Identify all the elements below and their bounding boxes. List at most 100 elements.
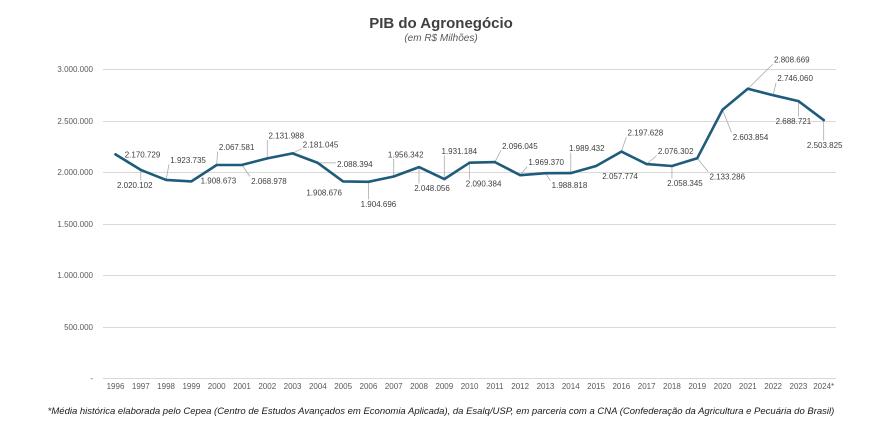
data-point bbox=[822, 118, 825, 122]
data-label: 2.067.581 bbox=[219, 143, 255, 152]
data-label: 1.989.432 bbox=[569, 144, 605, 153]
data-point bbox=[620, 150, 623, 153]
x-tick-label: 2019 bbox=[688, 382, 706, 391]
leader-lines bbox=[140, 63, 825, 200]
x-tick-label: 2023 bbox=[790, 382, 808, 391]
x-tick-label: 2022 bbox=[764, 382, 782, 391]
x-tick-label: 2020 bbox=[714, 382, 732, 391]
series-group bbox=[114, 87, 825, 184]
data-point bbox=[164, 178, 168, 182]
data-point bbox=[443, 177, 446, 181]
leader-line bbox=[241, 164, 251, 177]
data-point bbox=[468, 161, 471, 164]
x-tick-label: 1999 bbox=[182, 382, 200, 391]
leader-line bbox=[722, 109, 732, 133]
chart-subtitle: (em R$ Milhões) bbox=[404, 33, 477, 44]
x-tick-label: 2012 bbox=[511, 382, 529, 391]
data-label: 2.048.056 bbox=[414, 184, 450, 193]
data-label: 2.746.060 bbox=[777, 74, 813, 83]
data-point bbox=[594, 164, 598, 168]
data-point bbox=[746, 87, 750, 90]
x-tick-label: 2017 bbox=[638, 382, 656, 391]
x-tick-label: 2016 bbox=[612, 382, 630, 391]
x-tick-label: 2003 bbox=[284, 382, 302, 391]
data-point bbox=[645, 162, 648, 166]
x-tick-label: 2005 bbox=[334, 382, 352, 391]
data-label: 2.088.394 bbox=[337, 160, 373, 169]
leader-line bbox=[165, 164, 170, 180]
data-label: 1.956.342 bbox=[388, 150, 424, 159]
data-label: 2.197.628 bbox=[628, 129, 664, 138]
y-tick-label: 1.500.000 bbox=[57, 220, 93, 229]
x-tick-label: 1997 bbox=[132, 382, 150, 391]
data-label: 2.058.345 bbox=[667, 179, 703, 188]
data-label: 2.170.729 bbox=[125, 150, 161, 159]
x-tick-label: 2011 bbox=[486, 382, 504, 391]
data-label: 2.057.774 bbox=[602, 172, 638, 181]
y-axis: - 500.000 1.000.000 1.500.000 2.000.000 2.500… bbox=[57, 65, 93, 383]
x-tick-label: 2006 bbox=[360, 382, 378, 391]
data-point bbox=[797, 99, 800, 103]
data-label: 1.931.184 bbox=[442, 147, 478, 156]
data-point bbox=[569, 171, 572, 175]
data-label: 2.090.384 bbox=[466, 180, 502, 189]
data-point bbox=[417, 165, 421, 169]
data-point bbox=[721, 108, 724, 112]
x-tick-label: 2024* bbox=[813, 382, 834, 391]
data-label: 2.131.988 bbox=[268, 131, 304, 140]
data-label: 1.923.735 bbox=[170, 156, 206, 165]
chart-footnote: *Média histórica elaborada pelo Cepea (C… bbox=[48, 406, 835, 417]
leader-line bbox=[216, 151, 218, 166]
data-point bbox=[696, 157, 699, 160]
data-label: 1.908.676 bbox=[306, 188, 342, 197]
y-tick-label: 3.000.000 bbox=[57, 65, 93, 74]
data-point bbox=[139, 168, 142, 172]
data-label: 2.688.721 bbox=[776, 117, 812, 126]
data-label: 2.133.286 bbox=[709, 172, 745, 181]
data-point bbox=[215, 163, 218, 167]
x-tick-label: 2004 bbox=[309, 382, 327, 391]
y-tick-label: 2.000.000 bbox=[57, 168, 93, 177]
data-label: 2.603.854 bbox=[733, 133, 769, 142]
data-label: 1.908.673 bbox=[201, 176, 237, 185]
data-labels: 2.170.729 2.020.102 1.923.735 1.908.673 2.06… bbox=[117, 56, 843, 209]
x-tick-label: 2009 bbox=[435, 382, 453, 391]
leader-line bbox=[646, 155, 657, 165]
data-point bbox=[291, 152, 294, 155]
data-point bbox=[190, 180, 193, 183]
x-tick-label: 2013 bbox=[537, 382, 555, 391]
leader-line bbox=[494, 150, 502, 163]
data-label: 2.181.045 bbox=[303, 140, 339, 149]
data-point bbox=[240, 163, 244, 167]
data-point bbox=[114, 153, 117, 156]
data-point bbox=[392, 175, 395, 178]
x-tick-label: 2000 bbox=[208, 382, 226, 391]
x-tick-label: 2014 bbox=[562, 382, 580, 391]
chart-title: PIB do Agronegócio bbox=[369, 15, 513, 32]
data-point bbox=[670, 164, 674, 168]
data-label: 2.096.045 bbox=[502, 142, 538, 151]
data-point bbox=[341, 180, 345, 183]
x-tick-label: 2001 bbox=[233, 382, 251, 391]
data-label: 2.808.669 bbox=[774, 56, 810, 65]
data-point bbox=[518, 173, 522, 177]
x-tick-label: 2018 bbox=[663, 382, 681, 391]
data-point bbox=[771, 93, 775, 97]
x-tick-label: 2007 bbox=[385, 382, 403, 391]
x-axis: 1996 1997 1998 1999 2000 2001 2002 2003 2004 2005… bbox=[107, 382, 835, 391]
data-label: 1.904.696 bbox=[361, 200, 397, 209]
data-label: 2.076.302 bbox=[658, 147, 694, 156]
data-label: 2.503.825 bbox=[807, 141, 843, 150]
x-tick-label: 2010 bbox=[461, 382, 479, 391]
y-tick-label: 1.000.000 bbox=[57, 271, 93, 280]
data-label: 1.969.370 bbox=[528, 158, 564, 167]
x-tick-label: 2008 bbox=[410, 382, 428, 391]
leader-line bbox=[696, 158, 709, 173]
leader-line bbox=[772, 82, 777, 96]
x-tick-label: 2002 bbox=[258, 382, 276, 391]
gridlines bbox=[103, 69, 836, 379]
x-tick-label: 1998 bbox=[157, 382, 175, 391]
x-tick-label: 2015 bbox=[587, 382, 605, 391]
data-label: 2.068.978 bbox=[251, 177, 287, 186]
